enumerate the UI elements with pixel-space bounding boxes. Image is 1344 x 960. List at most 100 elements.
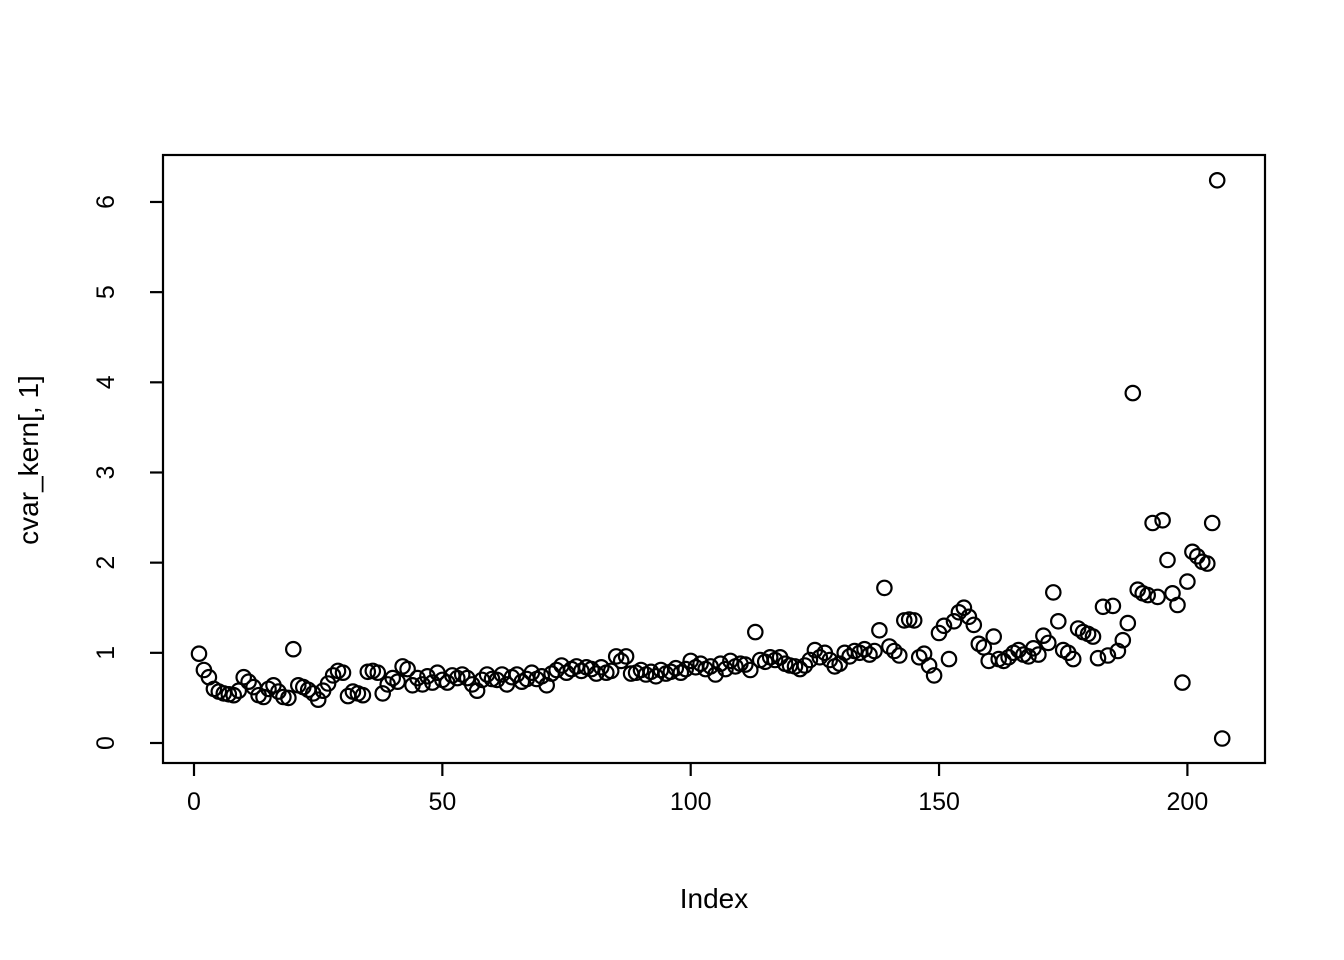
data-point [1199,555,1216,572]
data-point [985,628,1002,645]
data-point [965,616,983,634]
x-axis-title: Index [680,883,749,914]
data-point [1030,646,1047,663]
data-point [1084,628,1102,645]
data-point [945,612,963,630]
data-point [890,647,908,664]
plot-frame [161,153,1267,765]
data-point [746,623,764,641]
data-point [399,660,416,678]
data-point [672,664,690,681]
data-point [384,669,401,687]
y-tick-label: 3 [92,466,120,480]
data-point [235,668,252,686]
data-point [190,645,208,662]
data-point [1213,730,1231,747]
data-point [602,662,620,680]
data-point [1124,384,1142,402]
data-point [583,660,600,678]
data-point [871,621,888,639]
data-point [414,676,431,693]
data-point [1139,586,1156,604]
data-point [612,652,630,670]
data-point [1119,614,1137,632]
data-point [811,648,829,666]
data-point [280,689,297,707]
data-point [722,652,739,670]
data-point [1050,612,1067,630]
data-point [632,661,650,679]
data-point [1159,551,1176,569]
data-point [324,667,342,684]
data-point [1149,588,1166,606]
data-point [1114,631,1132,649]
x-tick-label: 150 [918,788,960,816]
data-point [1203,514,1221,532]
data-point [756,653,774,671]
x-tick-label: 200 [1167,788,1209,816]
data-point [1045,584,1062,601]
data-point [225,686,242,704]
data-point [1169,596,1186,614]
data-point [1094,598,1112,616]
data-point [533,667,550,685]
data-point [1020,648,1037,665]
data-point [940,650,958,668]
data-point [910,648,928,666]
data-point [885,642,903,660]
data-point [876,579,893,597]
data-point [881,638,898,655]
data-point [866,642,883,660]
data-point [801,651,819,669]
data-point [319,675,337,692]
data-point [1208,172,1226,189]
data-point [796,657,814,674]
data-point [592,658,610,676]
data-point [925,667,943,684]
data-point [1154,511,1171,529]
data-point [1064,650,1082,668]
data-point [841,648,858,665]
data-point [255,688,272,706]
data-point [935,617,953,635]
x-tick-label: 50 [428,788,456,816]
data-point [334,664,352,681]
data-point [741,661,759,679]
data-point [1179,573,1196,590]
data-point [369,664,387,681]
data-point [1144,514,1161,532]
data-point [448,669,466,687]
y-tick-label: 6 [92,195,120,209]
data-point [309,691,327,708]
data-point [617,648,635,665]
data-point [736,656,754,673]
y-tick-label: 2 [92,556,120,570]
data-point [955,599,973,616]
data-point [960,608,978,626]
data-point [1089,649,1107,667]
y-axis-title: cvar_kern[, 1] [13,375,44,545]
data-point [354,686,372,704]
x-tick-label: 100 [670,788,712,816]
data-point [389,673,406,690]
x-axis-ticks: 0 50 100 150 200 [187,763,1208,816]
data-point [1174,674,1191,691]
data-point [692,655,709,672]
data-point [284,640,302,658]
y-axis-ticks: 0 1 2 3 4 5 6 [92,195,163,750]
data-point [374,685,391,702]
data-point [607,648,625,665]
data-point [1184,543,1201,561]
data-point [667,659,685,677]
data-point [1099,647,1117,664]
x-tick-label: 0 [187,788,201,816]
data-point [950,603,968,621]
y-tick-label: 4 [92,375,120,389]
data-point [677,660,694,678]
data-point [1109,642,1127,660]
data-point [717,660,734,678]
y-tick-label: 1 [92,646,120,660]
y-tick-label: 0 [92,736,120,750]
